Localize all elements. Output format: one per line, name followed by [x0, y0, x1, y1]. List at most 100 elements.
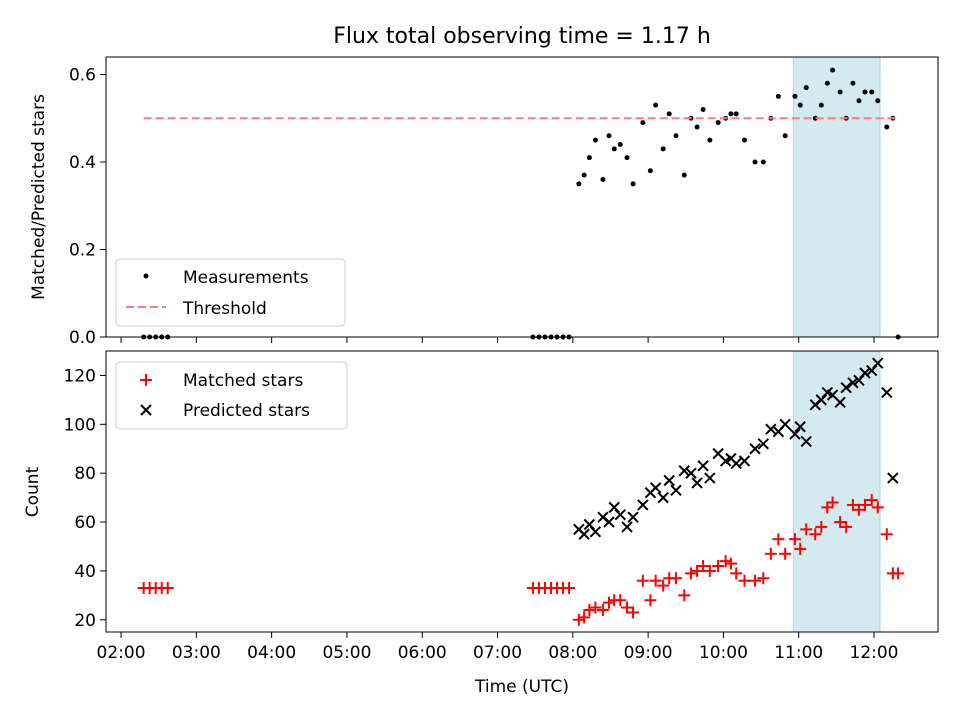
- matched-star-point: [161, 582, 174, 595]
- count-legend: Matched stars Predicted stars: [115, 361, 348, 430]
- measurement-point: [666, 111, 672, 117]
- legend-matched-label: Matched stars: [183, 371, 303, 391]
- measurement-point: [837, 89, 843, 95]
- predicted-star-point: [627, 511, 639, 523]
- ratio-axis-ticks: 0.0 0.2 0.4 0.6: [69, 66, 875, 348]
- predicted-star-point: [872, 357, 884, 369]
- measurement-point: [775, 93, 781, 99]
- x-tick-label: 12:00: [850, 643, 899, 663]
- legend-threshold-label: Threshold: [182, 299, 267, 319]
- matched-star-point: [678, 589, 691, 602]
- matched-star-point: [757, 572, 770, 585]
- y-tick-label: 120: [64, 366, 96, 386]
- matched-star-point: [871, 501, 884, 514]
- matched-star-point: [578, 611, 591, 624]
- matched-star-point: [826, 496, 839, 509]
- measurement-point: [715, 120, 721, 126]
- matched-star-point: [772, 533, 785, 546]
- measurement-point: [741, 137, 747, 143]
- matched-star-point: [669, 572, 682, 585]
- ratio-legend: Measurements Threshold: [115, 258, 346, 327]
- legend-measurements-marker: [143, 273, 149, 279]
- predicted-star-point: [881, 386, 893, 399]
- measurement-point: [797, 102, 803, 108]
- matched-star-point: [685, 567, 698, 580]
- ratio-marks: [141, 67, 901, 340]
- predicted-star-point: [621, 521, 633, 533]
- predicted-star-point: [730, 457, 742, 470]
- matched-star-point: [880, 528, 893, 541]
- predicted-star-point: [691, 477, 703, 489]
- measurement-point: [592, 137, 598, 143]
- predicted-star-point: [800, 435, 812, 448]
- predicted-star-point: [678, 465, 690, 477]
- x-tick-label: 08:00: [548, 643, 597, 663]
- predicted-star-point: [887, 472, 899, 484]
- measurement-point: [733, 111, 739, 117]
- predicted-star-point: [697, 460, 709, 472]
- predicted-star-point: [738, 455, 751, 467]
- y-tick-label: 20: [74, 611, 96, 631]
- measurement-point: [600, 177, 606, 182]
- matched-star-point: [788, 533, 801, 546]
- measurement-point: [586, 155, 592, 161]
- x-tick-label: 06:00: [398, 643, 447, 663]
- matched-star-point: [730, 567, 743, 580]
- measurement-point: [630, 181, 636, 187]
- predicted-star-point: [603, 516, 615, 528]
- legend-predicted-label: Predicted stars: [183, 401, 310, 421]
- predicted-star-point: [578, 528, 590, 540]
- matched-star-point: [697, 560, 710, 573]
- x-tick-label: 09:00: [624, 643, 673, 663]
- measurement-point: [624, 155, 630, 161]
- y-tick-label: 100: [64, 415, 96, 435]
- predicted-star-point: [749, 443, 761, 455]
- measurement-point: [830, 67, 836, 73]
- measurement-point: [850, 80, 856, 86]
- legend-matched-marker: [140, 374, 152, 386]
- measurement-point: [617, 142, 623, 147]
- panel-ratio: 0.0 0.2 0.4 0.6 Matched/Predicted stars Mea…: [29, 56, 939, 348]
- matched-star-point: [621, 601, 634, 614]
- matched-star-point: [572, 613, 585, 626]
- matched-star-point: [583, 604, 596, 617]
- matched-star-point: [809, 528, 822, 541]
- matched-star-point: [614, 594, 627, 607]
- x-tick-label: 03:00: [172, 643, 221, 663]
- panel-count: 20 40 60 80 100 120 02:00 03:00 04:00 05:00 06:00 0…: [23, 350, 939, 697]
- measurement-point: [803, 85, 809, 91]
- predicted-star-point: [779, 418, 791, 431]
- y-tick-label: 0.0: [69, 328, 96, 348]
- measurement-point: [707, 137, 713, 143]
- ratio-legend-box: [115, 258, 346, 327]
- measurement-point: [869, 89, 875, 95]
- matched-star-point: [858, 498, 871, 511]
- predicted-star-point: [757, 438, 770, 450]
- y-tick-label: 60: [74, 513, 96, 533]
- measurement-point: [752, 159, 758, 165]
- measurement-point: [856, 98, 862, 104]
- matched-star-point: [589, 601, 602, 614]
- matched-star-point: [724, 557, 737, 570]
- matched-star-point: [846, 498, 859, 511]
- x-tick-label: 07:00: [473, 643, 522, 663]
- count-x-axis-label: Time (UTC): [474, 677, 569, 697]
- matched-star-point: [800, 523, 813, 536]
- predicted-star-point: [847, 377, 859, 389]
- count-axis-ticks: 20 40 60 80 100 120 02:00 03:00 04:00 05:00 06:00 0…: [64, 366, 899, 663]
- matched-star-point: [719, 555, 732, 568]
- ratio-y-axis-label: Matched/Predicted stars: [29, 94, 49, 300]
- highlight-band-bottom: [792, 350, 881, 633]
- matched-star-point: [794, 542, 807, 555]
- measurement-point: [673, 133, 679, 139]
- measurement-point: [818, 102, 824, 108]
- count-legend-box: [115, 361, 348, 430]
- predicted-star-point: [657, 491, 669, 504]
- predicted-star-point: [834, 396, 846, 409]
- matched-star-point: [563, 582, 576, 595]
- measurement-point: [782, 133, 788, 139]
- matched-star-point: [852, 503, 865, 516]
- measurement-point: [884, 124, 890, 130]
- measurement-point: [728, 111, 734, 117]
